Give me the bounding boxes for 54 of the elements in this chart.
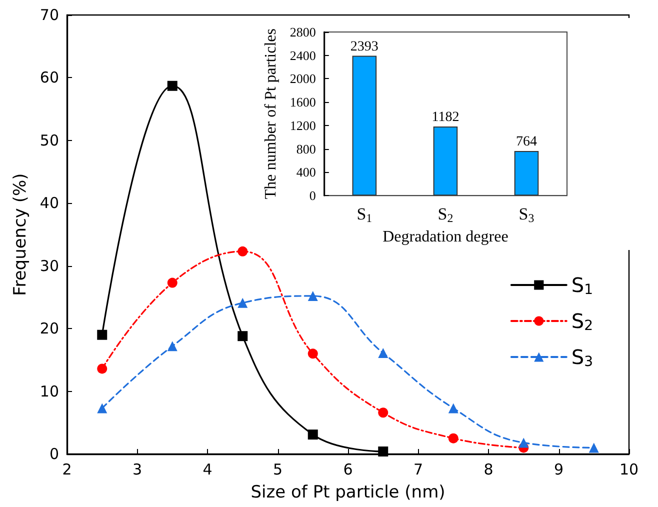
y-tick-label: 10 <box>40 382 59 400</box>
y-tick-label: 40 <box>40 194 59 212</box>
x-tick-label: 5 <box>272 460 283 478</box>
x-axis-title: Size of Pt particle (nm) <box>250 482 446 502</box>
data-label: 2393 <box>350 39 378 54</box>
point <box>308 290 318 301</box>
x-tick-label: 2 <box>62 460 72 478</box>
y-axis-title: Frequency (%) <box>10 173 30 296</box>
point <box>238 246 248 256</box>
bar <box>352 56 377 196</box>
x-tick-label: 6 <box>343 460 353 478</box>
point <box>238 331 248 342</box>
y-axis-title: The number of Pt particles <box>262 28 280 200</box>
point <box>308 348 318 359</box>
y-tick-label: 50 <box>40 131 59 150</box>
point <box>308 430 318 440</box>
point <box>97 330 108 340</box>
x-tick-label: 9 <box>554 460 564 478</box>
point <box>238 298 248 308</box>
x-tick-label: 7 <box>413 460 424 478</box>
point <box>378 348 388 358</box>
point <box>588 442 599 453</box>
y-tick-label: 60 <box>40 68 59 87</box>
point <box>97 403 108 414</box>
y-tick-label: 30 <box>40 256 59 275</box>
x-tick-label: 3 <box>132 460 142 478</box>
data-label: 764 <box>516 134 537 150</box>
x-tick-label: 4 <box>202 460 212 478</box>
y-tick-label: 400 <box>296 164 316 180</box>
y-tick-label: 70 <box>40 6 59 24</box>
data-label: 1182 <box>432 110 460 126</box>
y-tick-label: 2000 <box>290 71 316 86</box>
point <box>167 341 178 352</box>
point <box>97 364 108 374</box>
point <box>448 403 458 414</box>
point <box>167 278 178 288</box>
y-tick-label: 0 <box>49 445 59 463</box>
point <box>518 438 529 448</box>
y-tick-label: 0 <box>309 188 316 204</box>
point <box>378 446 388 456</box>
y-tick-label: 2400 <box>290 48 316 63</box>
x-tick-label: 8 <box>484 460 494 478</box>
point <box>448 433 458 444</box>
bar <box>433 126 458 196</box>
point <box>378 408 388 418</box>
y-tick-label: 20 <box>40 320 59 338</box>
point <box>167 80 178 91</box>
y-tick-label: 1600 <box>290 94 316 110</box>
y-tick-label: 1200 <box>290 118 316 133</box>
bar <box>514 150 539 196</box>
x-tick-label: 10 <box>619 460 639 478</box>
x-axis-title: Degradation degree <box>382 228 508 246</box>
y-tick-label: 800 <box>296 141 316 156</box>
y-tick-label: 2800 <box>290 24 316 40</box>
